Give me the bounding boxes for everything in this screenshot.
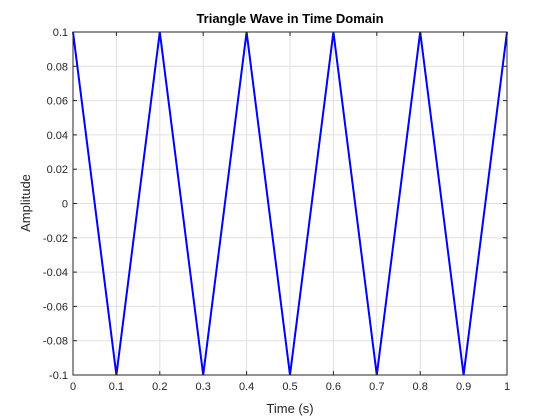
x-tick-label: 0.9 <box>456 381 471 393</box>
y-tick-label: 0.08 <box>47 61 68 73</box>
y-tick-label: 0.04 <box>47 130 68 142</box>
y-tick-label: 0.02 <box>47 164 68 176</box>
x-tick-label: 0.3 <box>196 381 211 393</box>
y-tick-label: 0 <box>62 199 68 211</box>
y-tick-label: -0.06 <box>43 301 68 313</box>
chart-title: Triangle Wave in Time Domain <box>196 11 383 26</box>
grid <box>73 32 507 375</box>
x-axis-title: Time (s) <box>266 401 313 416</box>
x-tick-label: 1 <box>504 381 510 393</box>
y-tick-label: -0.08 <box>43 336 68 348</box>
x-tick-label: 0.8 <box>413 381 428 393</box>
x-tick-label: 0.5 <box>282 381 297 393</box>
x-tick-label: 0 <box>70 381 76 393</box>
ticks: 0 0.1 0.2 0.3 0.4 0.5 0.6 0.7 0.8 0.9 1 0.1 0.08 0.06… <box>43 27 510 393</box>
y-tick-label: 0.1 <box>53 27 68 39</box>
y-axis-title: Amplitude <box>18 174 33 232</box>
y-tick-label: -0.04 <box>43 267 68 279</box>
x-tick-label: 0.4 <box>239 381 254 393</box>
y-tick-label: -0.02 <box>43 233 68 245</box>
y-tick-label: 0.06 <box>47 96 68 108</box>
x-tick-label: 0.7 <box>369 381 384 393</box>
y-tick-label: -0.1 <box>49 370 68 382</box>
x-tick-label: 0.2 <box>152 381 167 393</box>
x-tick-label: 0.1 <box>109 381 124 393</box>
x-tick-label: 0.6 <box>326 381 341 393</box>
